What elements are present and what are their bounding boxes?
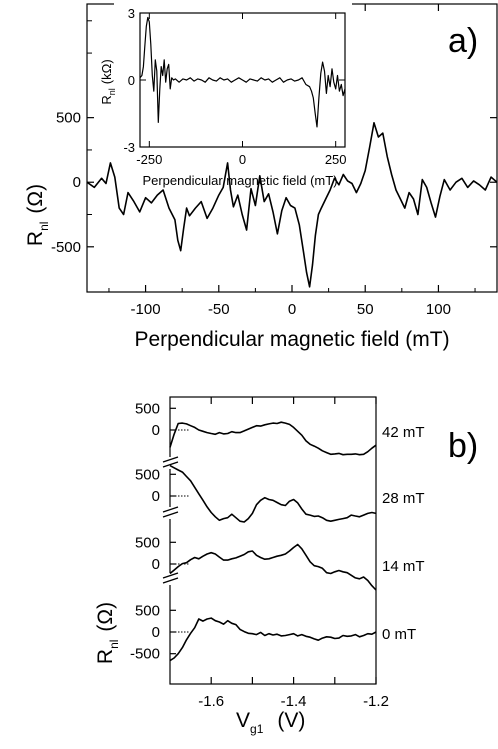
panel-a-inset-ticks	[140, 12, 345, 148]
panel-a-inset-plot: -3 0 3 -250 0 250 Perpendicular magnetic fie…	[99, 3, 352, 188]
panel-b-break-mark	[162, 506, 179, 513]
panel-b-y-tick-label: 0	[152, 624, 160, 641]
panel-a-inset-x-tick-label: 0	[239, 152, 246, 167]
panel-b-traces	[169, 421, 377, 662]
panel-b-y-tick-labels: 500 0 500 0 500 0 500 0 -500	[130, 400, 160, 662]
panel-a-y-label-sub: nl	[37, 222, 51, 231]
panel-a-y-axis-label: Rnl (Ω)	[24, 184, 51, 246]
panel-a-inset-trace	[139, 16, 346, 128]
panel-b-x-tick-label: -1.2	[363, 693, 389, 710]
panel-a-inset-y-tick-labels: -3 0 3	[123, 6, 135, 155]
panel-a-main-y-tick-labels: -500 0 500	[51, 110, 81, 256]
panel-a-x-tick-label: -100	[131, 301, 161, 318]
panel-b-trace-label: 42 mT	[382, 424, 425, 441]
panel-b-label: b)	[448, 427, 478, 465]
panel-a-inset-x-tick-label: -250	[136, 152, 162, 167]
panel-a-inset-x-axis-label: Perpendicular magnetic field (mT)	[142, 173, 337, 188]
panel-b-frame	[169, 396, 377, 685]
panel-b-break-mark	[162, 577, 179, 584]
panel-a-inset-y-tick-label: 3	[128, 6, 135, 21]
svg-text:Rnl(kΩ): Rnl (kΩ)	[99, 59, 117, 104]
panel-b-x-axis-label: Vg1 (V)	[236, 709, 305, 736]
panel-b-x-label-unit: (V)	[277, 709, 305, 732]
panel-b-y-tick-label: 0	[152, 556, 160, 573]
panel-b-trace-label: 28 mT	[382, 490, 425, 507]
panel-b-x-tick-label: -1.4	[281, 693, 307, 710]
panel-a-inset-y-label-unit: (kΩ)	[99, 59, 114, 84]
svg-text:Rnl(Ω): Rnl (Ω)	[94, 602, 121, 664]
panel-b-y-tick-label: 500	[135, 466, 160, 483]
panel-b-ticks	[170, 397, 377, 684]
panel-a-inset-y-label-sub: nl	[107, 88, 117, 95]
panel-a-label: a)	[448, 22, 478, 60]
panel-b-trace	[169, 543, 377, 591]
panel-b-break-mark	[162, 511, 179, 518]
panel-a-inset-y-tick-label: 0	[128, 73, 135, 88]
panel-a-y-label-main: R	[24, 231, 47, 246]
panel-a-inset-x-tick-label: 250	[325, 152, 347, 167]
panel-a-x-tick-label: 0	[288, 301, 296, 318]
panel-b-y-label-main: R	[94, 649, 117, 664]
panel-b-break-mark	[162, 572, 179, 579]
panel-b-y-tick-label: -500	[130, 646, 160, 663]
panel-b-trace	[169, 464, 377, 523]
panel-a-inset-background	[114, 3, 352, 147]
panel-a-inset-y-tick-label: -3	[123, 140, 135, 155]
panel-b-trace-label: 0 mT	[382, 626, 416, 643]
panel-a-x-tick-label: -50	[208, 301, 230, 318]
panel-b-y-axis-label: Rnl (Ω)	[94, 602, 121, 664]
panel-a-x-tick-label: 100	[426, 301, 451, 318]
panel-b-y-label-unit: (Ω)	[94, 602, 117, 632]
panel-b-break-mark	[162, 461, 179, 468]
panel-b-trace	[169, 421, 377, 456]
panel-a-main-trace	[86, 122, 498, 288]
panel-a-y-tick-label: 0	[73, 174, 81, 191]
panel-b-axis-breaks	[162, 456, 180, 585]
panel-b-plot: 500 0 500 0 500 0 500 0 -500 -1.6 -1.4 -1.2 42 mT 2…	[94, 396, 478, 736]
panel-b-y-tick-label: 0	[152, 422, 160, 439]
panel-b-trace	[169, 617, 377, 662]
panel-a-x-tick-label: 50	[357, 301, 374, 318]
panel-b-y-label-sub: nl	[107, 640, 121, 649]
panel-a-y-tick-label: 500	[56, 110, 81, 127]
panel-b-y-tick-label: 500	[135, 602, 160, 619]
panel-b-trace-label: 14 mT	[382, 558, 425, 575]
panel-a-inset-x-tick-labels: -250 0 250	[136, 152, 346, 167]
panel-b-trace-labels: 42 mT 28 mT 14 mT 0 mT	[382, 424, 425, 643]
panel-b-y-tick-label: 0	[152, 488, 160, 505]
panel-b-x-label-main: V	[236, 709, 250, 732]
svg-text:Rnl(Ω): Rnl (Ω)	[24, 184, 51, 246]
panel-b-x-label-sub: g1	[250, 722, 264, 736]
panel-a-y-label-unit: (Ω)	[24, 184, 47, 214]
panel-b-x-tick-label: -1.6	[198, 693, 224, 710]
panel-a-main-x-tick-labels: -100 -50 0 50 100	[131, 301, 451, 318]
panel-b-break-mark	[162, 456, 179, 463]
panel-b-x-tick-labels: -1.6 -1.4 -1.2	[198, 693, 389, 710]
panel-b-y-tick-label: 500	[135, 534, 160, 551]
panel-a-x-axis-label: Perpendicular magnetic field (mT)	[134, 328, 449, 351]
panel-a-inset-y-axis-label: Rnl (kΩ)	[99, 59, 117, 104]
panel-b-y-tick-label: 500	[135, 400, 160, 417]
panel-a-y-tick-label: -500	[51, 239, 81, 256]
panel-a-inset-y-label-main: R	[99, 95, 114, 104]
svg-text:Vg1(V): Vg1 (V)	[236, 709, 305, 736]
